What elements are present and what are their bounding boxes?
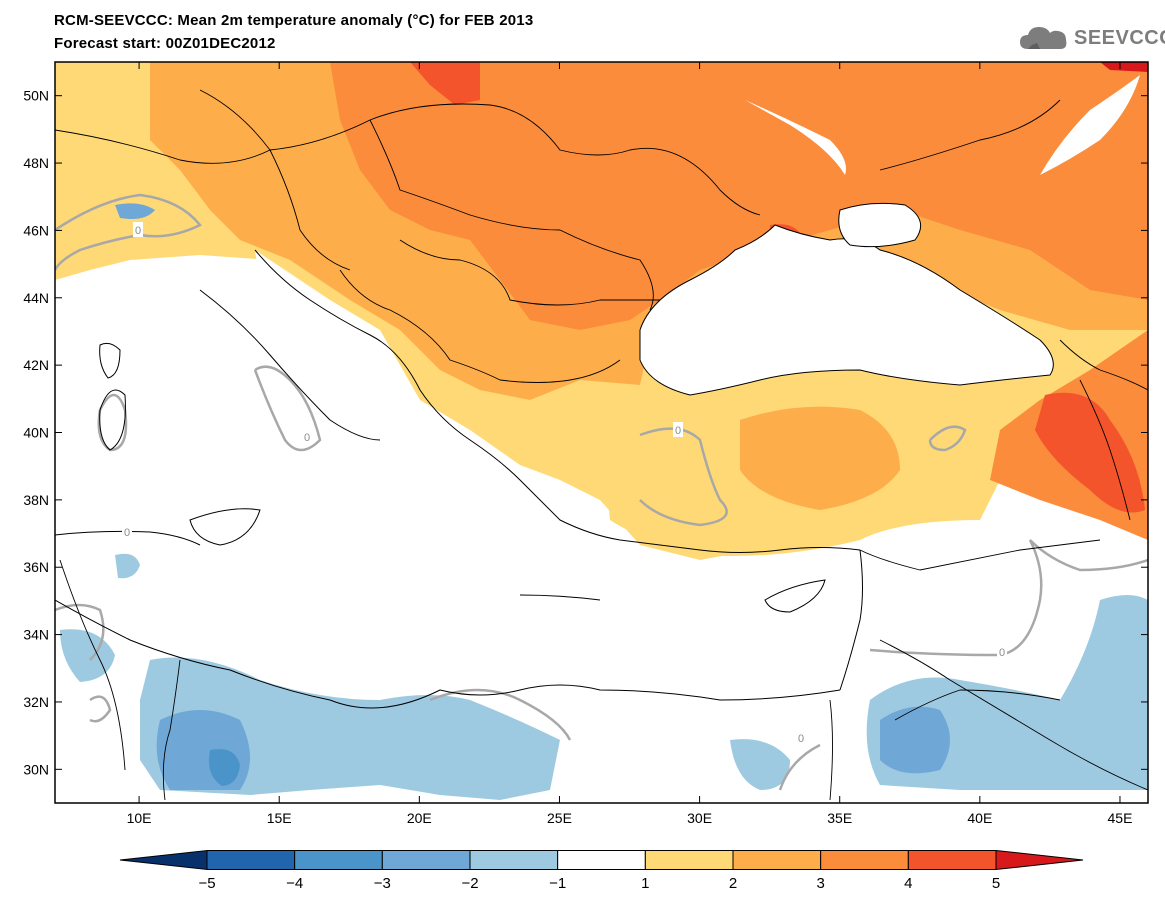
lat-tick-label: 48N <box>23 155 49 171</box>
contour-labels: 0 0 0 0 0 0 <box>122 222 1007 745</box>
colorbar-swatch <box>381 850 471 870</box>
contour-label-bg <box>133 222 143 237</box>
cold-patch-arabia-inner <box>880 706 950 774</box>
lon-tick-label: 10E <box>127 810 152 826</box>
colorbar-label: 5 <box>992 875 1000 892</box>
cold-patch-alps <box>115 203 155 219</box>
colorbar-label: 2 <box>729 875 737 892</box>
contour-label: 0 <box>798 733 804 745</box>
lon-tick-label: 30E <box>687 810 712 826</box>
contour-label-bg <box>302 429 312 444</box>
colorbar-swatch <box>294 850 383 870</box>
cold-patch-libya-core <box>208 749 240 786</box>
map-title: RCM-SEEVCCC: Mean 2m temperature anomaly… <box>54 12 534 29</box>
contour-label-bg <box>997 644 1007 659</box>
logo-label: SEEVCCC <box>1074 26 1165 49</box>
anomaly-field <box>55 62 1148 803</box>
lat-tick-label: 42N <box>23 357 49 373</box>
lon-tick-label: 45E <box>1108 810 1133 826</box>
contour-label: 0 <box>675 425 681 437</box>
italy-sea-area <box>182 300 380 475</box>
lat-tick-label: 36N <box>23 559 49 575</box>
hot-spot-north <box>410 62 480 105</box>
colorbar-label: 3 <box>816 875 824 892</box>
forecast-start-label: Forecast start: 00Z01DEC2012 <box>54 35 276 52</box>
colorbar-swatch <box>644 850 734 870</box>
seevccc-logo: SEEVCCC <box>1018 22 1165 54</box>
lat-tick-label: 30N <box>23 761 49 777</box>
colorbar-label: −4 <box>286 875 303 892</box>
contour-label-bg <box>673 422 683 437</box>
cold-patch-algeria <box>115 553 140 579</box>
lon-tick-label: 40E <box>967 810 992 826</box>
lat-tick-label: 38N <box>23 492 49 508</box>
lat-tick-label: 46N <box>23 222 49 238</box>
lat-tick-label: 50N <box>23 88 49 104</box>
colorbar-max-arrow <box>995 849 1084 871</box>
colorbar-label: −5 <box>198 875 215 892</box>
adriatic-area <box>255 250 410 420</box>
contour-label: 0 <box>304 432 310 444</box>
latitude-axis: 30N 32N 34N 36N 38N 40N 42N 44N 46N 48N 50N <box>23 88 1148 777</box>
contour-label: 0 <box>999 647 1005 659</box>
lon-tick-label: 20E <box>407 810 432 826</box>
zero-contours <box>55 193 1148 791</box>
lon-tick-label: 35E <box>827 810 852 826</box>
colorbar-label: 1 <box>641 875 649 892</box>
colorbar-swatch <box>732 850 822 870</box>
colorbar-label: −3 <box>374 875 391 892</box>
colorbar-swatch <box>557 850 646 870</box>
colorbar-min-arrow <box>119 849 208 871</box>
lat-tick-label: 32N <box>23 694 49 710</box>
coastlines <box>55 249 863 709</box>
warm-band-3-4 <box>330 62 1148 330</box>
anatolia-orange-patch <box>740 406 900 510</box>
colorbar-swatch <box>820 850 909 870</box>
lat-tick-label: 40N <box>23 425 49 441</box>
lon-tick-label: 25E <box>547 810 572 826</box>
colorbar-label: 4 <box>904 875 912 892</box>
colorbar-label: −1 <box>549 875 566 892</box>
colorbar-swatch <box>469 850 559 870</box>
contour-label-bg <box>122 524 132 539</box>
azov-sea <box>838 202 922 248</box>
hot-spot-caucasus <box>1035 392 1145 513</box>
hot-spot-ne <box>1100 62 1148 72</box>
country-borders <box>55 89 1148 801</box>
cold-patch-egypt <box>730 739 790 790</box>
cloud-icon <box>1020 27 1067 49</box>
longitude-axis: 10E 15E 20E 25E 30E 35E 40E 45E <box>127 62 1133 826</box>
contour-label: 0 <box>124 527 130 539</box>
lat-tick-label: 44N <box>23 290 49 306</box>
colorbar-label: −2 <box>461 875 478 892</box>
lon-tick-label: 15E <box>267 810 292 826</box>
colorbar-swatch <box>206 850 296 870</box>
colorbar-swatch <box>907 850 997 870</box>
colorbar: −5 −4 −3 −2 −1 1 2 3 4 5 <box>119 849 1084 892</box>
contour-label: 0 <box>135 225 141 237</box>
black-sea <box>639 224 1054 396</box>
contour-label-bg <box>796 730 806 745</box>
white-streak-russia <box>1040 75 1140 175</box>
lat-tick-label: 34N <box>23 627 49 643</box>
